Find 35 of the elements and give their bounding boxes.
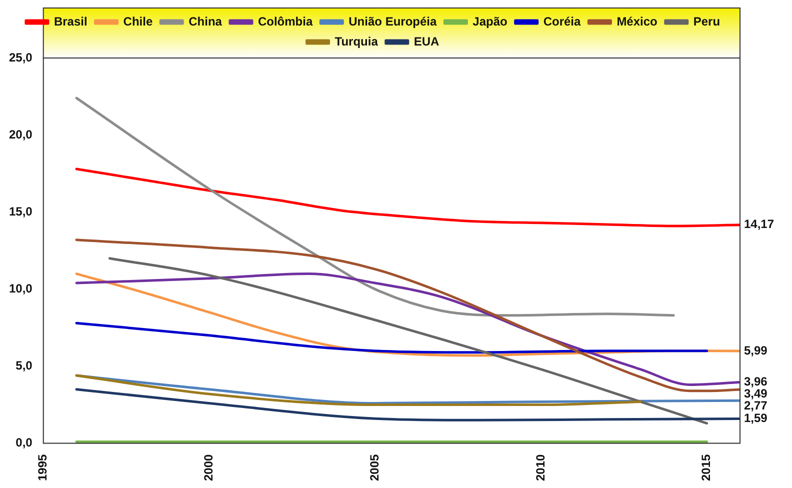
x-tick-label: 2015 (699, 454, 714, 482)
y-tick-label: 15,0 (8, 204, 33, 218)
line-series (75, 96, 675, 317)
x-tick-label: 1995 (36, 454, 50, 482)
legend-label: Turquia (334, 34, 378, 48)
legend-label: Japão (472, 14, 508, 28)
legend-label: Peru (693, 14, 720, 28)
legend-label: México (616, 14, 658, 28)
y-tick-label: 25,0 (8, 50, 33, 64)
legend-label: Coréia (543, 14, 582, 28)
line-series (75, 388, 740, 422)
x-tick-label: 2005 (367, 454, 382, 482)
data-label: 2,77 (744, 398, 768, 413)
legend-label: Colômbia (258, 14, 313, 28)
line-series (75, 238, 740, 392)
line-series (75, 322, 708, 354)
y-tick-label: 0,0 (16, 436, 33, 450)
x-tick-label: 2000 (202, 454, 216, 482)
y-tick-label: 20,0 (8, 127, 33, 142)
data-label: 1,59 (744, 411, 768, 426)
y-tick-label: 5,0 (16, 358, 33, 373)
legend-label: Chile (123, 14, 153, 28)
legend-label: EUA (414, 34, 440, 48)
y-tick-label: 10,0 (8, 281, 33, 296)
data-label: 3,96 (744, 374, 768, 389)
line-series (75, 168, 740, 228)
data-label: 5,99 (744, 343, 768, 358)
legend-label: China (188, 14, 222, 28)
x-tick-label: 2010 (533, 454, 548, 482)
legend-label: Brasil (54, 14, 88, 28)
data-label: 3,49 (744, 386, 768, 401)
line-series (108, 257, 708, 425)
data-label: 14,17 (744, 217, 774, 232)
legend-label: União Européia (348, 14, 437, 28)
line-series (75, 374, 642, 406)
